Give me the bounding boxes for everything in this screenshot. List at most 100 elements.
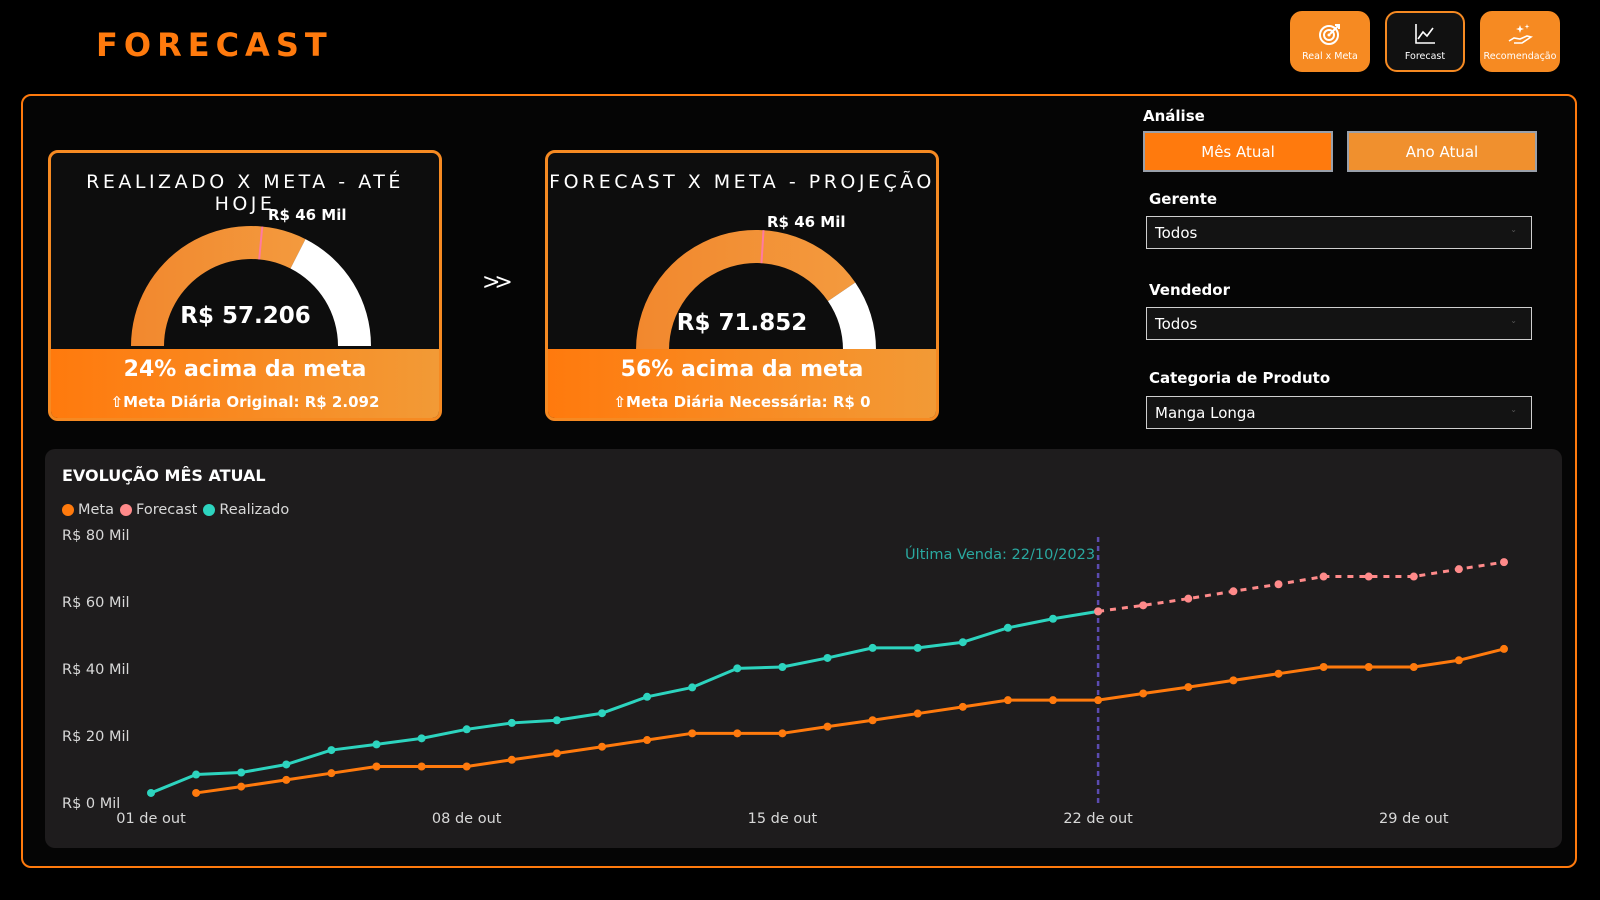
mes-atual-button[interactable]: Mês Atual	[1143, 131, 1333, 172]
point-realizado	[1049, 614, 1057, 623]
point-forecast	[1094, 607, 1103, 616]
x-tick-label: 15 de out	[748, 811, 818, 827]
point-meta	[552, 749, 561, 758]
series-line-meta	[195, 647, 1505, 795]
card-band: 24% acima da meta ⇧Meta Diária Original:…	[51, 349, 439, 418]
realizado-gauge	[131, 226, 371, 346]
meta-diaria-text: ⇧Meta Diária Necessária: R$ 0	[613, 393, 871, 411]
point-meta	[958, 702, 967, 711]
point-meta	[643, 736, 652, 745]
forecast-gauge	[636, 229, 876, 350]
nav-real-x-meta-button[interactable]: Real x Meta	[1290, 11, 1370, 72]
vendedor-select[interactable]: Todos ⌄	[1146, 307, 1532, 340]
point-realizado	[823, 653, 832, 662]
gauge-meta-marker	[760, 230, 765, 264]
gerente-select[interactable]: Todos ⌄	[1146, 216, 1532, 249]
legend-item-realizado[interactable]: Realizado	[203, 502, 289, 518]
ano-atual-button[interactable]: Ano Atual	[1347, 131, 1537, 172]
gauge-fill-arc	[636, 229, 856, 350]
percent-text: 24% acima da meta	[123, 357, 367, 382]
point-meta	[1409, 662, 1418, 671]
nav-real-x-meta-label: Real x Meta	[1302, 51, 1358, 62]
card-title: FORECAST X META - PROJEÇÃO	[549, 171, 935, 193]
legend-item-meta[interactable]: Meta	[62, 502, 114, 518]
point-realizado	[778, 662, 787, 671]
point-realizado	[1003, 623, 1012, 632]
point-meta	[1184, 683, 1193, 692]
vendedor-label: Vendedor	[1149, 281, 1230, 299]
point-realizado	[552, 716, 561, 725]
series-line-forecast	[1097, 560, 1505, 613]
meta-diaria-text: ⇧Meta Diária Original: R$ 2.092	[110, 393, 380, 411]
y-tick-label: R$ 80 Mil	[62, 528, 130, 544]
legend-dot	[120, 504, 133, 516]
legend-label: Forecast	[136, 502, 198, 518]
gauge-meta-label: R$ 46 Mil	[268, 206, 347, 224]
point-realizado	[192, 770, 201, 779]
nav-recomendacao-label: Recomendação	[1483, 51, 1557, 62]
nav-forecast-button[interactable]: Forecast	[1385, 11, 1465, 72]
gauge-value: R$ 71.852	[676, 310, 808, 336]
point-forecast	[1500, 558, 1508, 567]
categoria-value: Manga Longa	[1155, 403, 1256, 422]
point-realizado	[868, 643, 877, 652]
gauge-fill-arc	[131, 226, 306, 346]
point-realizado	[327, 746, 336, 755]
x-tick-label: 08 de out	[432, 811, 502, 827]
point-meta	[1094, 696, 1103, 705]
x-tick-label: 22 de out	[1063, 811, 1133, 827]
point-realizado	[237, 768, 246, 777]
point-forecast	[1454, 565, 1463, 574]
y-tick-label: R$ 60 Mil	[62, 595, 130, 611]
point-forecast	[1319, 572, 1328, 581]
categoria-label: Categoria de Produto	[1149, 369, 1331, 387]
y-tick-label: R$ 20 Mil	[62, 729, 130, 745]
point-meta	[1454, 656, 1463, 665]
x-tick-label: 29 de out	[1379, 811, 1449, 827]
point-forecast	[1364, 572, 1373, 581]
categoria-select[interactable]: Manga Longa ⌄	[1146, 396, 1532, 429]
line-chart-icon	[1415, 24, 1435, 44]
legend-label: Meta	[78, 502, 115, 518]
point-forecast	[1274, 580, 1283, 589]
target-icon	[1319, 24, 1340, 45]
y-tick-label: R$ 40 Mil	[62, 662, 130, 678]
card-band: 56% acima da meta ⇧Meta Diária Necessári…	[548, 349, 936, 418]
chevron-down-icon: ⌄	[1510, 316, 1517, 325]
percent-text: 56% acima da meta	[620, 357, 864, 382]
gauge-meta-label: R$ 46 Mil	[767, 213, 846, 231]
point-forecast	[1409, 572, 1418, 581]
gerente-label: Gerente	[1149, 190, 1218, 208]
chevron-down-icon: ⌄	[1510, 405, 1517, 414]
point-realizado	[733, 664, 742, 673]
point-meta	[1319, 662, 1328, 671]
point-meta	[913, 709, 922, 718]
vendedor-value: Todos	[1155, 314, 1198, 333]
point-meta	[1229, 676, 1238, 685]
point-meta	[192, 788, 201, 797]
legend-item-forecast[interactable]: Forecast	[120, 502, 197, 518]
point-realizado	[643, 692, 652, 701]
gauge-remaining-arc	[827, 282, 876, 350]
point-meta	[823, 722, 832, 731]
chart-legend: Meta Forecast Realizado	[62, 502, 295, 518]
nav-recomendacao-button[interactable]: Recomendação	[1480, 11, 1560, 72]
point-realizado	[462, 725, 471, 734]
x-tick-label: 01 de out	[116, 811, 186, 827]
point-meta	[868, 716, 877, 725]
point-realizado	[507, 718, 516, 727]
point-meta	[282, 775, 291, 784]
point-meta	[237, 782, 246, 791]
point-meta	[598, 742, 606, 751]
point-meta	[1364, 662, 1373, 671]
point-realizado	[282, 760, 291, 769]
forecast-meta-card: FORECAST X META - PROJEÇÃO R$ 46 Mil R$ …	[545, 150, 939, 421]
card-title: REALIZADO X META - ATÉ HOJE	[86, 171, 404, 215]
point-meta	[1500, 644, 1508, 653]
point-realizado	[147, 788, 155, 797]
point-meta	[688, 729, 697, 738]
point-realizado	[913, 643, 922, 652]
legend-dot	[203, 504, 216, 516]
point-meta	[1049, 696, 1057, 705]
